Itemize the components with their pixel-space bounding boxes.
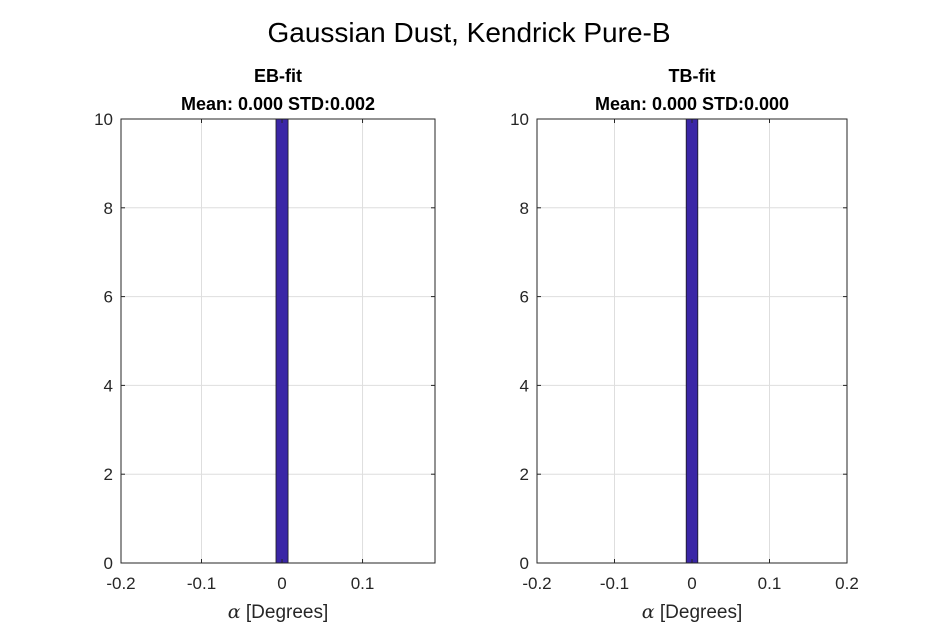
- y-tick-label: 10: [94, 110, 113, 129]
- x-tick-label: 0.1: [758, 574, 782, 593]
- y-tick-label: 0: [104, 554, 113, 573]
- x-tick-label: -0.1: [187, 574, 216, 593]
- x-axis-unit: [Degrees]: [241, 602, 329, 623]
- histogram-panel-tb: -0.2 -0.1 0 0.1 0.2 0 2 4 6 8 10 TB-fit Mean: 0.000 …: [510, 66, 859, 623]
- x-tick-label: -0.2: [106, 574, 135, 593]
- x-tick-label: 0.2: [835, 574, 859, 593]
- y-tick-label: 6: [104, 288, 113, 307]
- y-tick-label: 10: [510, 110, 529, 129]
- y-tick-label: 4: [104, 376, 113, 395]
- figure-title: Gaussian Dust, Kendrick Pure-B: [267, 17, 670, 48]
- histogram-bar: [685, 118, 699, 564]
- alpha-symbol: α: [228, 601, 241, 623]
- x-axis-unit: [Degrees]: [655, 602, 743, 623]
- x-tick-label: 0.1: [351, 574, 375, 593]
- y-tick-label: 6: [520, 288, 529, 307]
- panel-title: TB-fit: [669, 66, 716, 86]
- y-tick-label: 4: [520, 376, 529, 395]
- x-tick-label: -0.1: [600, 574, 629, 593]
- panel-title: EB-fit: [254, 66, 302, 86]
- y-tick-label: 2: [104, 465, 113, 484]
- y-tick-label: 0: [520, 554, 529, 573]
- panel-stats: Mean: 0.000 STD:0.002: [181, 94, 375, 114]
- x-axis-label: α [Degrees]: [228, 601, 329, 623]
- x-tick-label: 0: [687, 574, 696, 593]
- alpha-symbol: α: [642, 601, 655, 623]
- histogram-bar: [275, 118, 289, 564]
- x-tick-label: -0.2: [522, 574, 551, 593]
- y-tick-label: 2: [520, 465, 529, 484]
- y-tick-label: 8: [104, 199, 113, 218]
- panel-stats: Mean: 0.000 STD:0.000: [595, 94, 789, 114]
- x-axis-label: α [Degrees]: [642, 601, 743, 623]
- x-tick-label: 0: [277, 574, 286, 593]
- axes-box: [120, 118, 436, 564]
- histogram-panel-eb: -0.2 -0.1 0 0.1 0 2 4 6 8 10 EB-fit Mean: 0.000 STD…: [94, 66, 436, 623]
- y-tick-label: 8: [520, 199, 529, 218]
